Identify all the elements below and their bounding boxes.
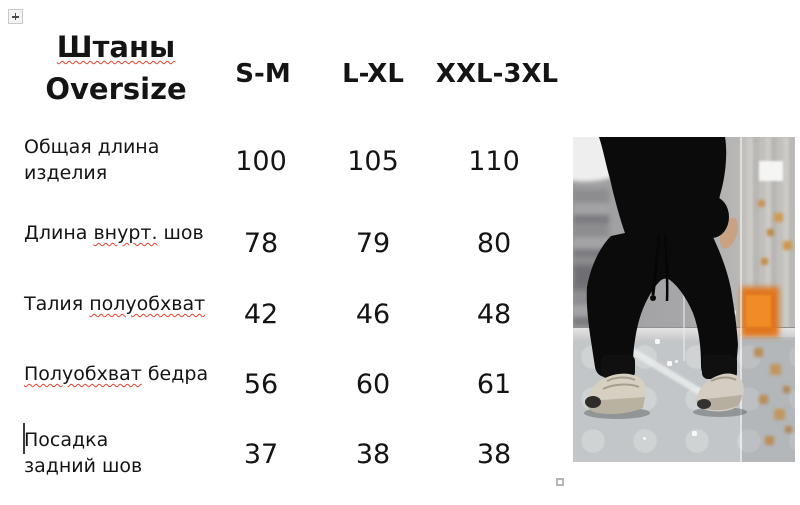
photo-hoodie — [599, 137, 727, 233]
table-cell: 110 — [468, 146, 520, 177]
table-cell: 38 — [355, 439, 391, 470]
photo-drawstring-tip — [650, 295, 656, 301]
row-label: Посадка задний шов — [24, 429, 143, 477]
misspelled-word: Полуобхват — [24, 363, 142, 385]
table-cell: 48 — [476, 299, 512, 330]
row-label: Общая длина изделия — [24, 136, 160, 184]
photo-drawstring — [651, 234, 661, 296]
table-cell: 61 — [476, 369, 512, 400]
title-line-2: Oversize — [45, 72, 187, 106]
table-cell: 42 — [243, 299, 279, 330]
photo-left-sneaker-toe — [585, 396, 601, 408]
photo-orange-sign — [746, 295, 771, 327]
photo-glass-baluster — [742, 337, 795, 462]
row-label: Талия полуобхват — [24, 293, 206, 315]
product-photo — [573, 137, 795, 462]
photo-sleeve — [695, 196, 729, 238]
photo-cuff — [702, 355, 737, 379]
photo-right-sneaker-toe — [697, 399, 711, 409]
photo-glass-pane-edge — [683, 285, 685, 361]
table-cell: 78 — [243, 228, 279, 259]
photo-cuff — [601, 355, 635, 378]
table-move-handle[interactable] — [8, 9, 23, 24]
photo-sweatpants — [586, 233, 738, 378]
misspelled-word: полуобхват — [89, 293, 206, 315]
table-cell: 56 — [243, 369, 279, 400]
column-header-lxl: L-XL — [342, 59, 404, 89]
table-title: Штаны Oversize — [26, 26, 206, 110]
photo-person-silhouette — [584, 137, 747, 419]
table-cell: 60 — [355, 369, 391, 400]
misspelled-word: внурт. — [93, 222, 158, 244]
row-label: Длина внурт. шов — [24, 222, 204, 244]
table-cell: 38 — [476, 439, 512, 470]
table-cell: 80 — [476, 228, 512, 259]
text-cursor — [23, 423, 25, 454]
table-cell: 37 — [243, 439, 279, 470]
title-line-1: Штаны — [56, 30, 176, 64]
photo-left-sneaker-sole — [586, 397, 645, 414]
table-cell: 79 — [355, 228, 391, 259]
column-header-xxl3xl: XXL-3XL — [435, 59, 559, 89]
table-cell: 100 — [235, 146, 287, 177]
photo-drawstring — [663, 234, 669, 302]
table-cell: 46 — [355, 299, 391, 330]
column-header-sm: S-M — [235, 59, 291, 89]
photo-sneaker-detail — [602, 376, 640, 390]
photo-sneaker-detail — [710, 376, 737, 382]
table-cell: 105 — [347, 146, 399, 177]
photo-glass-edge — [740, 137, 742, 462]
table-resize-handle[interactable] — [556, 478, 564, 486]
move-cross-icon — [14, 13, 17, 20]
photo-white-sign — [759, 161, 783, 181]
row-label: Полуобхват бедра — [24, 363, 209, 385]
